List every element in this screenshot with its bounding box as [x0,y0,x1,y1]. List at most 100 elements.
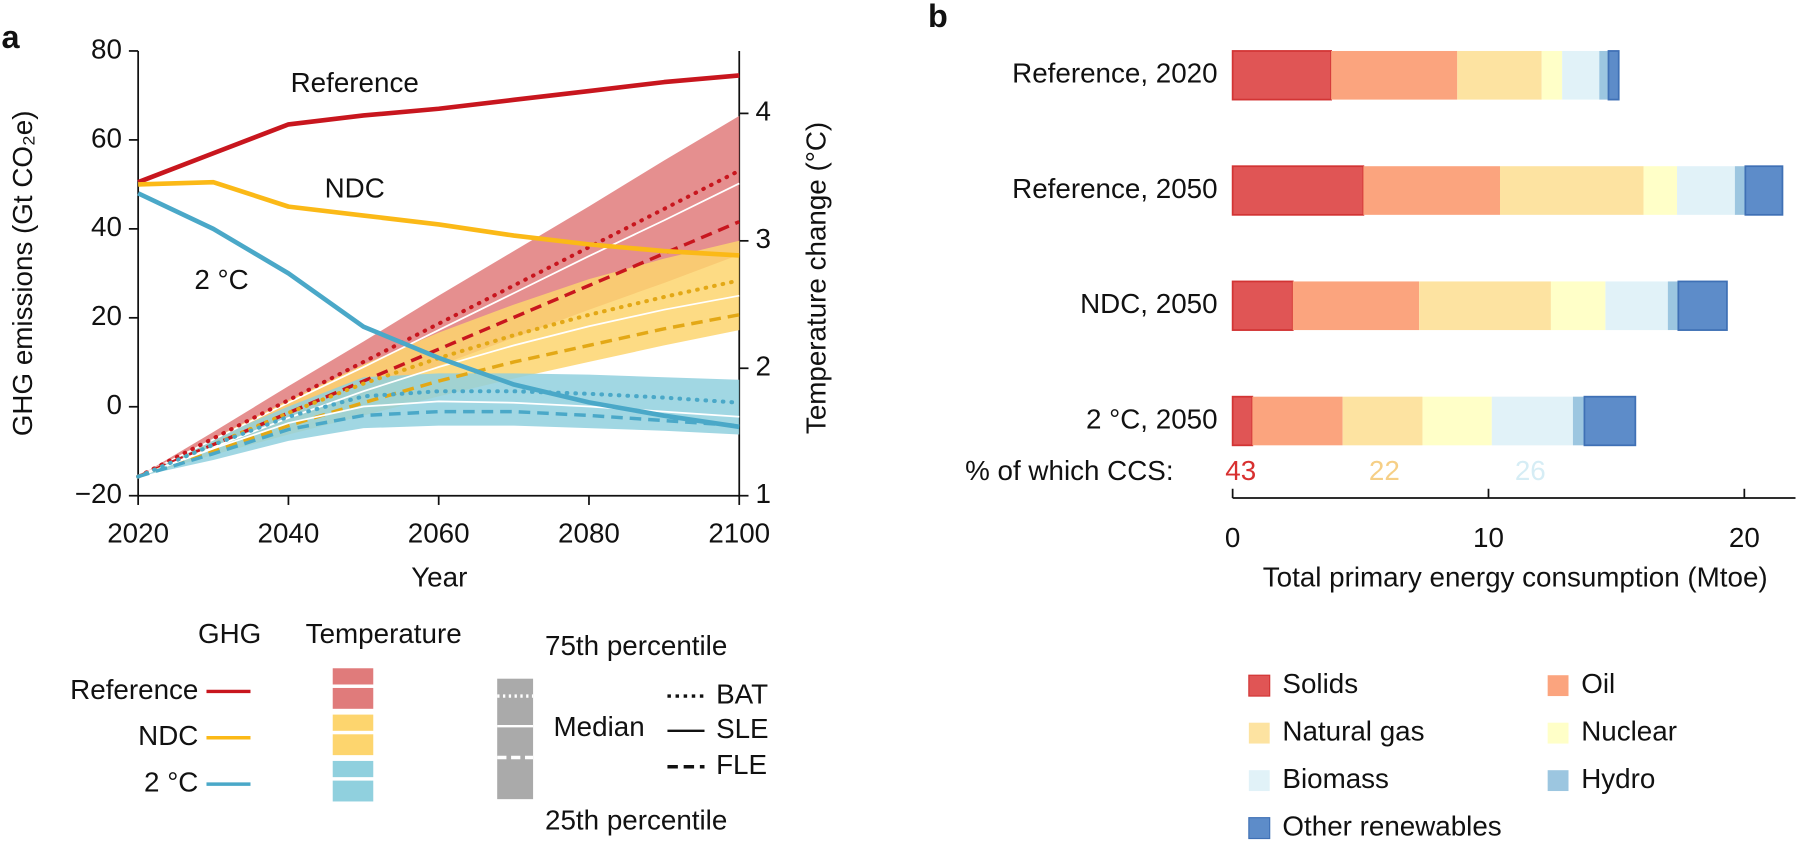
y-axis-title: GHG emissions (Gt CO₂e) [7,110,38,436]
x-tick-label: 2100 [708,517,770,548]
legend-text: Biomass [1282,763,1389,794]
legend-swatch [332,687,374,709]
x-tick-label: 0 [1225,522,1240,553]
x-tick-label: 20 [1729,522,1760,553]
legend-text: 75th percentile [545,630,727,661]
legend-swatch [332,780,374,802]
x-tick-label: 2060 [408,517,470,548]
bar-segment [1491,396,1573,446]
legend-text: NDC [138,720,198,751]
bar-segment [1572,396,1585,446]
y-tick-label: 40 [91,211,122,242]
series-label: Reference [291,67,419,98]
y2-tick-label: 4 [755,96,770,127]
median-fle [137,220,740,479]
median-fle [137,313,740,479]
legend-heading: Temperature [306,618,462,649]
bar-segment [1419,281,1551,331]
bar-segment [1342,396,1423,446]
bar-segment [1643,166,1678,215]
temperature-band [138,115,740,477]
legend-swatch [332,714,374,731]
bar-segment [1744,165,1784,216]
x-tick-label: 2020 [107,517,169,548]
legend-text: Reference [70,674,198,705]
bar-segment [1607,50,1620,101]
legend-text: BAT [716,678,768,709]
y2-tick-label: 1 [755,478,770,509]
y2-tick-label: 3 [755,223,770,254]
bar-segment [1599,50,1609,100]
ccs-label: % of which CCS: [965,455,1173,486]
bar-segment [1422,396,1492,446]
x-axis-title: Total primary energy consumption (Mtoe) [1263,561,1768,592]
legend-swatch [332,668,374,685]
emission-line [137,191,740,430]
bar-segment [1677,280,1728,331]
ccs-value: 26 [1515,455,1546,486]
legend-swatch [332,734,374,756]
bar-segment [1457,50,1542,100]
legend-text: Solids [1282,668,1358,699]
legend-text: Other renewables [1282,810,1501,841]
temperature-band [138,373,740,477]
y-tick-label: 60 [91,122,122,153]
legend-text: Oil [1581,668,1615,699]
bar-segment [1605,281,1668,331]
bar-segment [1252,396,1343,446]
legend-swatch [1547,722,1569,744]
y-tick-label: 80 [91,33,122,64]
category-label: NDC, 2050 [1080,288,1217,319]
category-label: Reference, 2020 [1012,58,1217,89]
bar-segment [1231,280,1294,331]
bar-segment [1562,50,1600,100]
bar-segment [1500,166,1644,215]
legend-swatch [1248,817,1271,840]
bar-segment [1583,395,1637,447]
legend-swatch [1248,770,1270,792]
panel-label: a [1,19,20,55]
legend-swatch [1547,770,1569,792]
legend-heading: GHG [198,618,261,649]
bar-segment [1550,281,1606,331]
ccs-value: 43 [1225,455,1256,486]
legend-swatch [1248,674,1271,697]
legend-swatch [332,760,374,778]
legend-text: Median [554,711,645,742]
category-label: Reference, 2050 [1012,173,1217,204]
legend-text: Hydro [1581,763,1655,794]
x-tick-label: 2080 [558,517,620,548]
panel-label: b [928,0,948,34]
x-tick-label: 10 [1473,522,1504,553]
legend-text: SLE [716,713,769,744]
bar-segment [1292,281,1420,331]
series-label: NDC [325,172,385,203]
median-sle [137,294,740,478]
legend-text: FLE [716,749,767,780]
x-tick-label: 2040 [258,517,320,548]
legend-swatch [1248,722,1270,744]
bar-segment [1231,395,1254,447]
x-axis-title: Year [411,561,467,592]
median-bat [136,389,742,479]
legend-text: Nuclear [1581,715,1677,746]
bar-segment [1363,166,1501,215]
legend-text: 2 °C [144,766,198,797]
emission-line [138,179,740,258]
category-label: 2 °C, 2050 [1086,403,1218,434]
series-label: 2 °C [194,264,248,295]
bar-segment [1231,165,1365,216]
legend-text: Natural gas [1282,715,1424,746]
y-tick-label: 20 [91,300,122,331]
legend-swatch [1547,675,1569,697]
y-tick-label: −20 [75,478,122,509]
bar-segment [1677,166,1735,215]
bar-segment [1331,50,1458,100]
y-tick-label: 0 [106,389,121,420]
legend-percentile-box [497,678,534,800]
bar-segment [1541,50,1563,100]
bar-segment [1231,50,1333,101]
legend-text: 25th percentile [545,805,727,836]
